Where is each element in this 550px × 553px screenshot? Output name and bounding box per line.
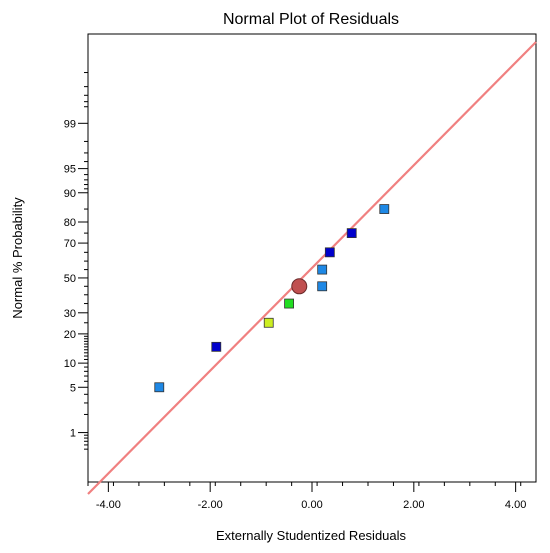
data-point [317, 264, 328, 275]
x-axis-label: Externally Studentized Residuals [216, 528, 407, 543]
data-point [346, 228, 357, 239]
data-point [284, 298, 294, 309]
data-point [317, 281, 328, 292]
chart-title: Normal Plot of Residuals [223, 11, 399, 28]
x-tick-label: -2.00 [198, 499, 223, 511]
x-axis: -4.00 -2.00 0.00 2.00 4.00 [87, 482, 526, 511]
y-tick-label: 10 [64, 358, 76, 370]
y-tick-label: 1 [70, 428, 76, 440]
y-axis: 1 5 10 20 30 50 70 80 90 95 99 [64, 72, 88, 450]
data-point [324, 247, 335, 258]
y-tick-label: 99 [64, 118, 76, 130]
y-axis-label: Normal % Probability [10, 197, 25, 319]
plot-area [87, 33, 537, 483]
y-tick-label: 70 [64, 238, 76, 250]
y-tick-label: 90 [64, 188, 76, 200]
y-tick-label: 50 [64, 273, 76, 285]
data-point [263, 317, 274, 328]
y-tick-label: 30 [64, 308, 76, 320]
x-tick-label: 2.00 [403, 499, 424, 511]
data-point [379, 204, 390, 214]
y-tick-label: 95 [64, 164, 76, 176]
y-tick-label: 20 [64, 329, 76, 341]
x-tick-label: 4.00 [505, 499, 526, 511]
highlighted-data-point [291, 278, 308, 295]
plot-content [87, 41, 537, 495]
data-point [211, 341, 222, 352]
reference-line [87, 41, 537, 495]
x-tick-label: 0.00 [301, 499, 322, 511]
data-point [154, 382, 165, 393]
y-tick-label: 5 [70, 382, 76, 394]
x-tick-label: -4.00 [96, 499, 121, 511]
y-tick-label: 80 [64, 217, 76, 229]
